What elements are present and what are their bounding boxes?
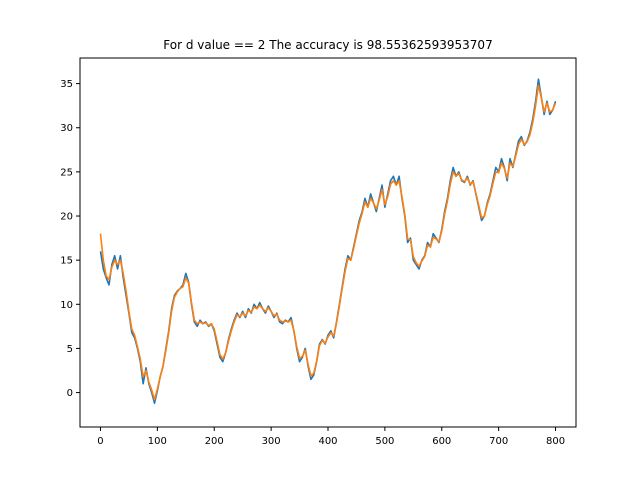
y-tick-label: 10	[60, 300, 73, 311]
y-tick-label: 20	[60, 212, 73, 223]
y-tick-label: 35	[60, 79, 73, 90]
y-tick-label: 0	[67, 388, 73, 399]
axes-layer: 0 100 200 300 400 500 600 700 800 0 5 10 15 20 25 30 35	[60, 57, 577, 447]
x-tick-label: 700	[489, 436, 508, 447]
x-tick-label: 500	[375, 436, 394, 447]
chart-title: For d value == 2 The accuracy is 98.5536…	[163, 38, 492, 52]
y-tick-label: 5	[67, 344, 73, 355]
y-tick-label: 25	[60, 167, 73, 178]
x-tick-label: 600	[432, 436, 451, 447]
y-tick-label: 15	[60, 256, 73, 267]
series-line-2	[99, 84, 557, 401]
x-tick-label: 0	[97, 436, 103, 447]
x-tick-label: 100	[148, 436, 167, 447]
x-tick-label: 800	[546, 436, 565, 447]
series-layer	[99, 78, 557, 404]
x-tick-label: 400	[318, 436, 337, 447]
x-tick-label: 300	[262, 436, 281, 447]
x-tick-label: 200	[205, 436, 224, 447]
y-tick-label: 30	[60, 123, 73, 134]
